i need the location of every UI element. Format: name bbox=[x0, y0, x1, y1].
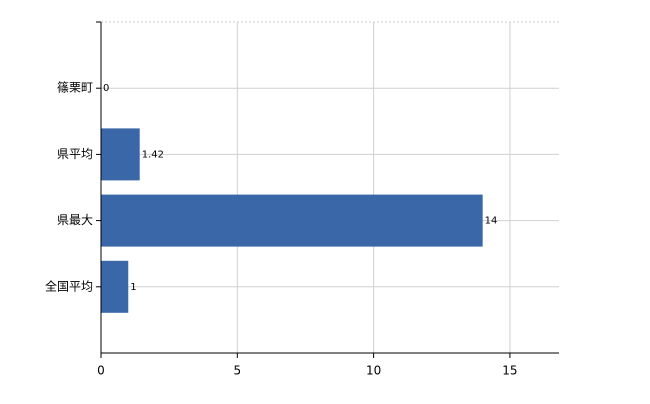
data-label: 1.42 bbox=[142, 149, 164, 160]
data-label: 14 bbox=[485, 216, 498, 227]
y-tick-label: 全国平均 bbox=[45, 278, 93, 293]
x-tick-label: 10 bbox=[366, 364, 381, 378]
y-tick-label: 篠栗町 bbox=[57, 80, 93, 95]
x-tick-label: 15 bbox=[502, 364, 517, 378]
data-label: 0 bbox=[103, 83, 109, 94]
y-tick-label: 県最大 bbox=[57, 213, 93, 227]
x-tick-label: 5 bbox=[233, 364, 241, 378]
bar bbox=[101, 128, 140, 181]
bar bbox=[101, 260, 129, 313]
bar bbox=[101, 194, 483, 247]
data-label: 1 bbox=[130, 282, 136, 293]
y-tick-label: 県平均 bbox=[57, 147, 93, 161]
x-tick-label: 0 bbox=[97, 364, 105, 378]
